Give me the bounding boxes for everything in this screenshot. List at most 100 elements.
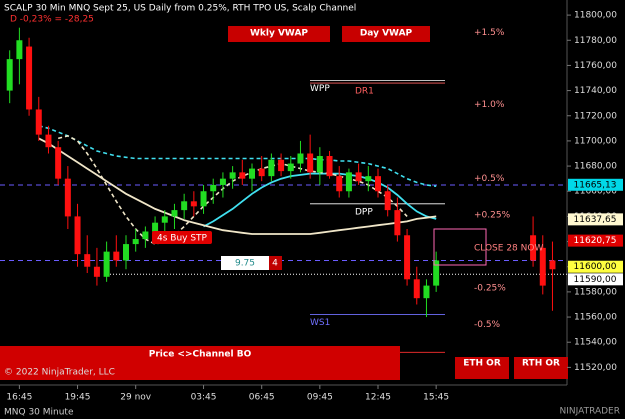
candle-body bbox=[530, 235, 537, 261]
banner bbox=[0, 346, 400, 380]
x-tick-label: 09:45 bbox=[307, 393, 333, 403]
x-tick-label: 06:45 bbox=[249, 393, 275, 403]
price-tag bbox=[568, 273, 623, 286]
logo: NINJATRADER bbox=[560, 407, 621, 417]
candle-body bbox=[258, 168, 265, 177]
button[interactable] bbox=[228, 26, 330, 42]
copyright: © 2022 NinjaTrader, LLC bbox=[4, 368, 115, 378]
y-tick-label: 11740,00 bbox=[574, 86, 617, 96]
chart-subtitle: D -0,23% = -28,25 bbox=[10, 15, 94, 25]
candle-body bbox=[423, 285, 430, 299]
candle-body bbox=[433, 260, 440, 286]
x-tick-label: 03:45 bbox=[191, 393, 217, 403]
candle-body bbox=[326, 156, 333, 177]
price-tag-label: 11665,13 bbox=[574, 180, 617, 190]
y-tick-label: 11540,00 bbox=[574, 338, 617, 348]
candle-body bbox=[316, 156, 323, 173]
count-box[interactable] bbox=[269, 256, 282, 270]
candle-body bbox=[26, 46, 33, 110]
level-label: DR1 bbox=[355, 87, 374, 97]
candle-body bbox=[171, 210, 178, 217]
price-tag bbox=[568, 260, 623, 273]
y-tick-label: 11760,00 bbox=[574, 61, 617, 71]
order-tag[interactable] bbox=[152, 231, 212, 244]
candle-body bbox=[210, 184, 217, 192]
order-count[interactable]: 4 bbox=[272, 259, 278, 269]
candle-body bbox=[336, 176, 343, 192]
y-tick-label: 11580,00 bbox=[574, 287, 617, 297]
candle-body bbox=[404, 235, 411, 280]
candle-body bbox=[355, 172, 362, 182]
x-tick-label: 19:45 bbox=[65, 393, 91, 403]
level-label: DPP bbox=[355, 207, 373, 217]
close-box[interactable] bbox=[433, 228, 487, 266]
candle-body bbox=[549, 260, 556, 270]
y-tick-label: 11720,00 bbox=[574, 111, 617, 121]
candle-body bbox=[35, 109, 42, 135]
candle-body bbox=[103, 251, 110, 277]
button[interactable] bbox=[514, 357, 568, 379]
candle-body bbox=[113, 251, 120, 261]
button-label[interactable]: Day VWAP bbox=[360, 29, 413, 39]
qty-box[interactable] bbox=[221, 256, 269, 270]
candle-body bbox=[249, 168, 255, 179]
x-tick-label: 12:45 bbox=[365, 393, 391, 403]
percent-label: +1.5% bbox=[474, 28, 505, 38]
price-tag bbox=[568, 234, 623, 247]
percent-label: +0.25% bbox=[474, 211, 511, 221]
y-tick-label: 11560,00 bbox=[574, 313, 617, 323]
candle-body bbox=[142, 231, 149, 240]
candle-body bbox=[200, 191, 207, 207]
candle-body bbox=[268, 159, 275, 177]
button-label[interactable]: RTH OR bbox=[522, 359, 560, 369]
candle-body bbox=[219, 178, 226, 185]
candle-body bbox=[375, 176, 381, 192]
order-label[interactable]: 4s Buy STP bbox=[157, 234, 208, 244]
price-tag bbox=[568, 213, 623, 226]
candle-body bbox=[84, 254, 91, 267]
candle-body bbox=[365, 176, 372, 182]
x-tick-label: 16:45 bbox=[6, 393, 32, 403]
indicator-line bbox=[38, 125, 437, 187]
candle-body bbox=[74, 216, 81, 255]
order-qty[interactable]: 9.75 bbox=[235, 259, 255, 269]
percent-label: +0.5% bbox=[474, 174, 505, 184]
indicator-line bbox=[38, 137, 437, 235]
candle-body bbox=[152, 222, 159, 232]
button-label[interactable]: Wkly VWAP bbox=[250, 29, 308, 39]
candle-body bbox=[384, 191, 391, 211]
price-tag-label: 11600,00 bbox=[574, 262, 617, 272]
candle-body bbox=[229, 172, 236, 179]
button[interactable] bbox=[455, 357, 509, 379]
price-tag-label: 11637,65 bbox=[574, 215, 617, 225]
candle-body bbox=[132, 239, 139, 245]
close-label[interactable]: CLOSE 28 NOW bbox=[474, 244, 543, 254]
y-tick-label: 11800,00 bbox=[574, 11, 617, 21]
candle-body bbox=[394, 210, 401, 236]
y-tick-label: 11700,00 bbox=[574, 136, 617, 146]
candle-body bbox=[45, 134, 52, 148]
button-label[interactable]: ETH OR bbox=[463, 359, 501, 369]
x-tick-label: 29 nov bbox=[120, 393, 152, 403]
price-tag bbox=[568, 178, 623, 191]
candle-body bbox=[278, 159, 285, 172]
y-tick-label: 11780,00 bbox=[574, 36, 617, 46]
percent-label: +1.0% bbox=[474, 100, 505, 110]
candle-body bbox=[539, 247, 546, 286]
y-tick-label: 11680,00 bbox=[574, 162, 617, 172]
candle-body bbox=[345, 172, 352, 192]
chart-title: SCALP 30 Min MNQ Sept 25, US Daily from … bbox=[4, 4, 356, 14]
candle-body bbox=[55, 147, 62, 179]
candle-body bbox=[287, 163, 294, 172]
candle-body bbox=[6, 59, 13, 91]
candle-body bbox=[16, 40, 23, 60]
candle-body bbox=[181, 201, 188, 211]
candle-body bbox=[93, 266, 100, 277]
price-tag-label: 11620,75 bbox=[574, 236, 617, 246]
candle-body bbox=[307, 153, 314, 173]
banner-text: Price <>Channel BO bbox=[149, 350, 252, 360]
candle-body bbox=[123, 244, 129, 261]
button[interactable] bbox=[342, 26, 430, 42]
instrument-label: MNQ 30 Minute bbox=[4, 408, 74, 418]
